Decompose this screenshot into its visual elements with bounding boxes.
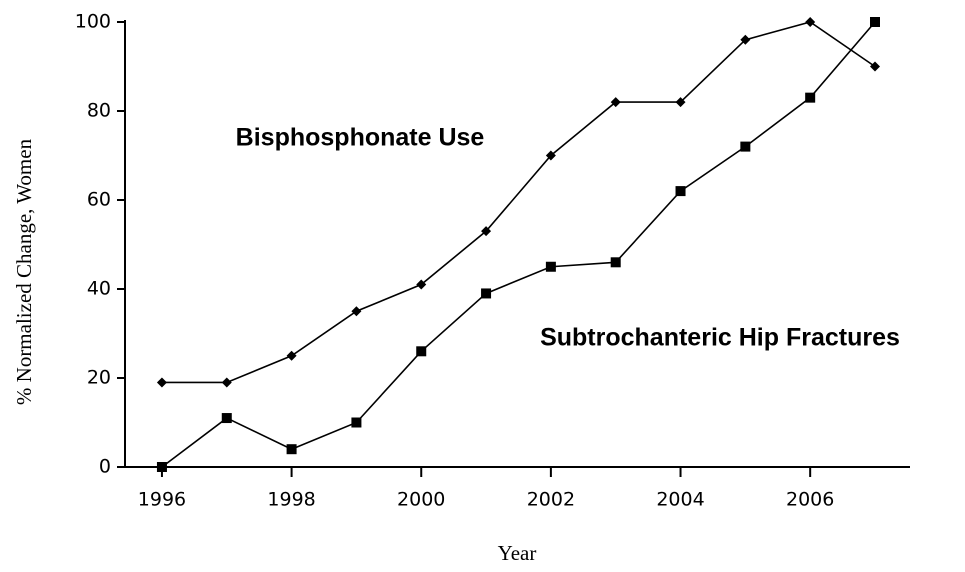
- marker: [869, 17, 880, 27]
- series-label: Subtrochanteric Hip Fractures: [540, 324, 900, 352]
- marker: [869, 61, 880, 72]
- y-tick-label: 0: [99, 456, 111, 478]
- marker: [416, 279, 427, 290]
- marker: [610, 97, 621, 108]
- marker: [351, 417, 362, 428]
- marker: [545, 261, 556, 272]
- marker: [545, 150, 556, 161]
- marker: [416, 346, 427, 357]
- y-tick-label: 60: [87, 189, 111, 211]
- x-tick-label: 1996: [138, 489, 186, 511]
- x-tick-label: 2004: [656, 489, 704, 511]
- marker: [221, 413, 232, 424]
- x-tick-label: 1998: [267, 489, 315, 511]
- y-tick-label: 80: [87, 100, 111, 122]
- marker: [286, 350, 297, 361]
- marker: [610, 257, 621, 268]
- marker: [286, 444, 297, 455]
- marker: [156, 377, 167, 388]
- y-tick-label: 20: [87, 367, 111, 389]
- y-axis-title: % Normalized Change, Women: [12, 138, 36, 405]
- marker: [156, 462, 167, 472]
- marker: [805, 92, 816, 103]
- y-tick-label: 40: [87, 278, 111, 300]
- y-tick-label: 100: [75, 11, 111, 33]
- marker: [805, 17, 816, 27]
- x-axis-title: Year: [498, 541, 537, 565]
- marker: [221, 377, 232, 388]
- marker: [351, 306, 362, 317]
- marker: [675, 97, 686, 108]
- series-line: [161, 21, 876, 384]
- x-tick-label: 2006: [786, 489, 834, 511]
- series-line: [161, 21, 876, 468]
- marker: [675, 186, 686, 197]
- x-tick-label: 2000: [397, 489, 445, 511]
- marker: [481, 226, 492, 237]
- marker: [740, 141, 751, 152]
- x-tick-label: 2002: [527, 489, 575, 511]
- series-label: Bisphosphonate Use: [236, 124, 485, 152]
- marker: [740, 34, 751, 45]
- marker: [481, 288, 492, 299]
